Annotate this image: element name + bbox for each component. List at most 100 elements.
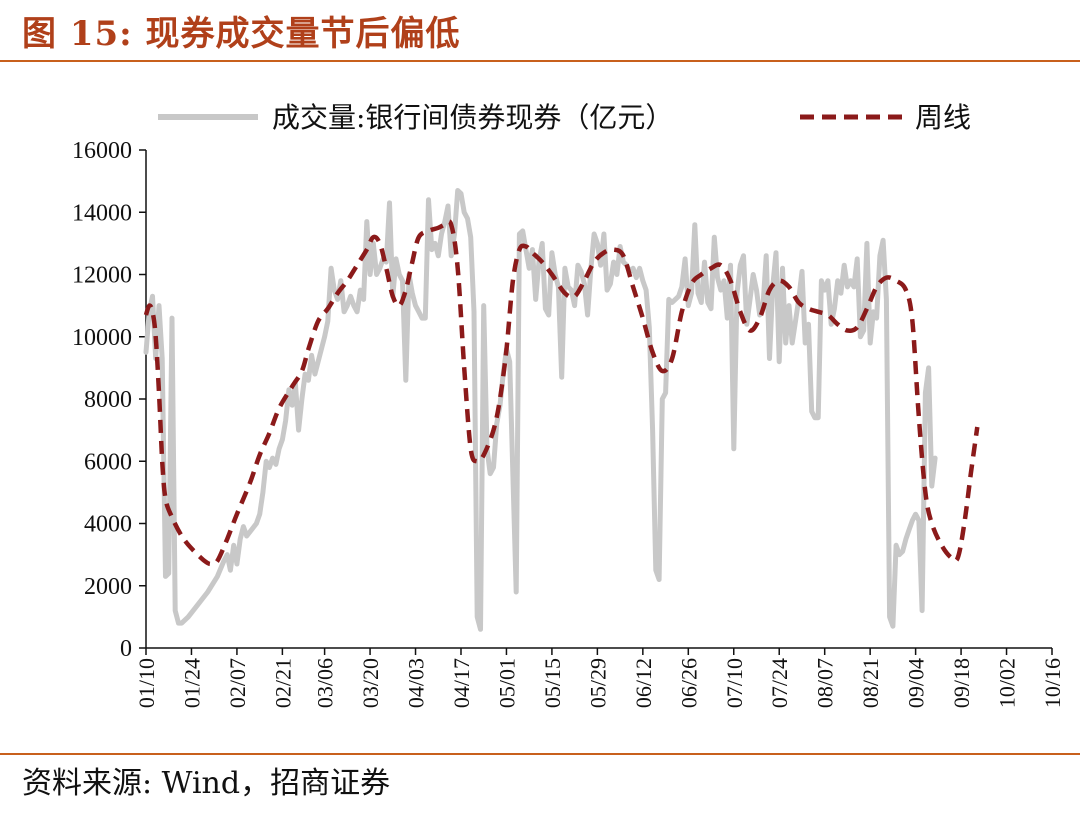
data-point-daily [889, 616, 891, 618]
legend: 成交量:银行间债券现券（亿元） 周线 [158, 101, 971, 134]
data-point-daily [600, 264, 602, 266]
data-point-weekly [583, 280, 585, 282]
data-point-daily [307, 379, 309, 381]
data-point-daily [934, 457, 936, 459]
data-point-weekly [411, 261, 413, 263]
data-point-daily [700, 302, 702, 304]
data-point-daily [775, 252, 777, 254]
data-point-weekly [976, 426, 978, 428]
source-note: 资料来源: Wind，招商证券 [22, 766, 391, 801]
data-point-daily [236, 563, 238, 565]
data-point-weekly [506, 348, 508, 350]
data-point-daily [671, 302, 673, 304]
data-point-daily [785, 342, 787, 344]
data-point-daily [301, 398, 303, 400]
data-point-daily [691, 292, 693, 294]
data-point-daily [226, 554, 228, 556]
data-point-daily [684, 258, 686, 260]
data-point-weekly [749, 330, 751, 332]
data-point-daily [697, 292, 699, 294]
data-point-daily [850, 280, 852, 282]
data-point-daily [467, 218, 469, 220]
data-point-weekly [398, 305, 400, 307]
data-point-weekly [895, 280, 897, 282]
data-point-daily [756, 289, 758, 291]
data-point-weekly [158, 392, 160, 394]
data-point-daily [606, 289, 608, 291]
data-point-weekly [385, 267, 387, 269]
data-point-weekly [700, 274, 702, 276]
data-point-weekly [652, 351, 654, 353]
data-point-daily [765, 255, 767, 257]
figure-title: 图 15: 现券成交量节后偏低 [22, 14, 461, 54]
data-point-daily [743, 255, 745, 257]
data-point-daily [879, 255, 881, 257]
data-point-daily [918, 519, 920, 521]
data-point-weekly [720, 264, 722, 266]
data-point-weekly [957, 557, 959, 559]
data-point-daily [340, 280, 342, 282]
data-point-daily [694, 224, 696, 226]
data-point-daily [268, 467, 270, 469]
data-point-daily [931, 485, 933, 487]
data-point-weekly [171, 516, 173, 518]
data-point-daily [281, 439, 283, 441]
data-point-daily [262, 491, 264, 493]
data-point-daily [642, 280, 644, 282]
data-point-weekly [963, 523, 965, 525]
data-point-daily [820, 280, 822, 282]
data-point-weekly [541, 261, 543, 263]
data-point-daily [921, 610, 923, 612]
data-point-daily [837, 280, 839, 282]
data-point-daily [272, 457, 274, 459]
data-point-daily [661, 398, 663, 400]
data-point-weekly [337, 292, 339, 294]
data-point-daily [840, 292, 842, 294]
x-tick-label: 09/18 [949, 658, 974, 708]
data-point-daily [911, 519, 913, 521]
data-point-daily [181, 622, 183, 624]
data-point-daily [304, 373, 306, 375]
data-point-daily [535, 298, 537, 300]
data-point-weekly [710, 267, 712, 269]
data-point-daily [791, 342, 793, 344]
data-point-weekly [476, 460, 478, 462]
data-point-weekly [681, 311, 683, 313]
data-point-daily [609, 283, 611, 285]
data-point-daily [778, 361, 780, 363]
data-point-weekly [856, 326, 858, 328]
data-point-daily [866, 242, 868, 244]
data-point-daily [178, 622, 180, 624]
data-point-daily [187, 616, 189, 618]
data-point-daily [428, 199, 430, 201]
data-point-daily [493, 467, 495, 469]
data-point-weekly [379, 242, 381, 244]
data-point-weekly [483, 454, 485, 456]
data-point-daily [233, 544, 235, 546]
data-point-daily [859, 336, 861, 338]
data-point-daily [278, 448, 280, 450]
data-point-daily [882, 239, 884, 241]
data-point-weekly [512, 280, 514, 282]
data-point-daily [665, 392, 667, 394]
data-point-weekly [613, 249, 615, 251]
data-point-daily [746, 323, 748, 325]
data-point-weekly [372, 236, 374, 238]
data-point-daily [314, 373, 316, 375]
x-tick-label: 04/17 [449, 658, 474, 708]
data-point-daily [161, 358, 163, 360]
data-point-weekly [642, 317, 644, 319]
data-point-daily [265, 460, 267, 462]
data-point-daily [324, 336, 326, 338]
series-line-weekly [143, 219, 980, 567]
data-point-weekly [778, 280, 780, 282]
data-point-weekly [817, 311, 819, 313]
data-point-daily [928, 367, 930, 369]
data-point-daily [369, 274, 371, 276]
data-point-weekly [346, 280, 348, 282]
data-point-daily [353, 305, 355, 307]
data-point-weekly [165, 498, 167, 500]
data-point-weekly [392, 295, 394, 297]
y-tick-label: 4000 [84, 512, 132, 538]
data-point-daily [246, 535, 248, 537]
